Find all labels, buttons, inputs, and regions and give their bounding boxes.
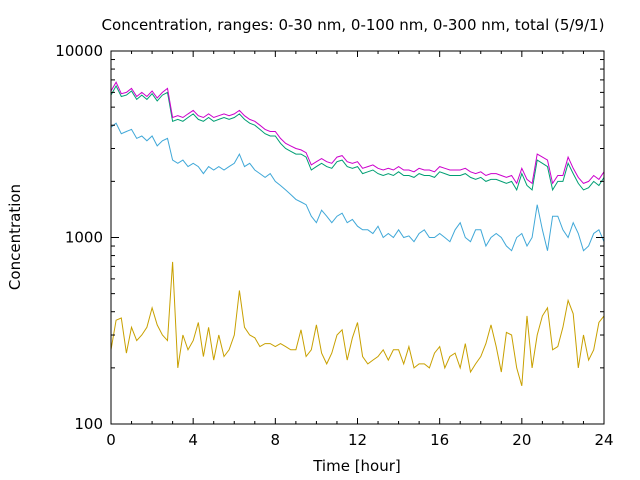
x-tick-label: 4	[188, 431, 198, 449]
plot-frame	[110, 50, 605, 425]
series-line-2	[110, 122, 605, 252]
y-tick-label: 100	[74, 415, 103, 433]
x-tick-label: 16	[430, 431, 449, 449]
y-tick-label: 10000	[55, 42, 103, 60]
x-tick-label: 8	[271, 431, 281, 449]
x-tick-label: 20	[512, 431, 531, 449]
x-tick-label: 12	[348, 431, 367, 449]
y-tick-label: 1000	[65, 229, 103, 247]
x-tick-label: 24	[594, 431, 613, 449]
series-group	[110, 81, 605, 387]
y-axis-label: Concentration	[6, 184, 24, 290]
series-line-4	[110, 81, 605, 185]
series-line-1	[110, 261, 605, 387]
x-axis-label: Time [hour]	[312, 457, 401, 475]
x-tick-label: 0	[106, 431, 116, 449]
chart-title: Concentration, ranges: 0-30 nm, 0-100 nm…	[102, 16, 605, 34]
series-line-3	[110, 84, 605, 192]
ticks-group: 0 4 8 12 16 20 24 100 1000 10000	[55, 42, 613, 449]
